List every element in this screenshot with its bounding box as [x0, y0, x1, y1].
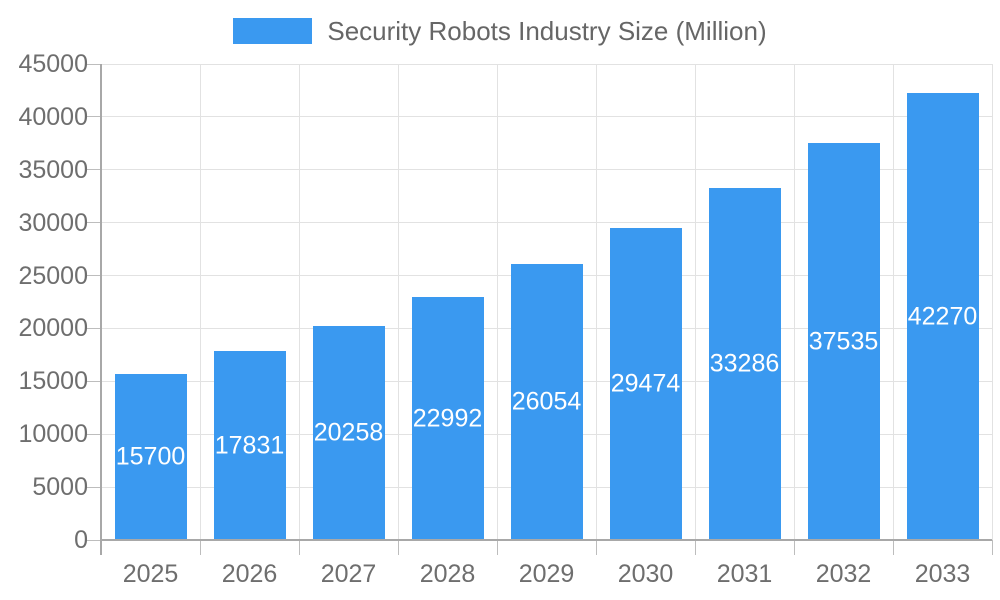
bar-2033[interactable]: 42270 — [906, 93, 979, 540]
y-tick-label: 10000 — [18, 420, 88, 449]
h-gridline — [101, 222, 992, 224]
y-axis-line — [100, 64, 102, 555]
legend-label: Security Robots Industry Size (Million) — [327, 16, 767, 46]
y-tick-label: 40000 — [18, 102, 88, 131]
bar-2025[interactable]: 15700 — [114, 374, 187, 540]
x-tick-mark — [397, 540, 399, 555]
y-tick-label: 25000 — [18, 261, 88, 290]
y-tick-label: 5000 — [32, 473, 88, 502]
x-tick-mark — [199, 540, 201, 555]
bar-value-label: 20258 — [313, 418, 384, 447]
x-tick-mark — [793, 540, 795, 555]
x-tick-label: 2026 — [221, 560, 278, 588]
y-tick-label: 20000 — [18, 314, 88, 343]
v-gridline — [199, 64, 201, 540]
h-gridline — [101, 63, 992, 65]
x-axis-labels: 2025 2026 2027 2028 2029 2030 2031 2032 2033 — [101, 559, 992, 593]
v-gridline — [595, 64, 597, 540]
y-tick-label: 15000 — [18, 367, 88, 396]
y-tick-mark — [87, 539, 101, 541]
y-tick-mark — [87, 380, 101, 382]
x-tick-label: 2033 — [914, 560, 971, 588]
y-tick-label: 0 — [74, 526, 88, 554]
bar-2027[interactable]: 20258 — [312, 326, 385, 540]
x-tick-mark — [694, 540, 696, 555]
v-gridline — [793, 64, 795, 540]
bar-2028[interactable]: 22992 — [411, 297, 484, 540]
v-gridline — [892, 64, 894, 540]
chart-legend[interactable]: Security Robots Industry Size (Million) — [0, 14, 1000, 48]
bar-2030[interactable]: 29474 — [609, 228, 682, 540]
y-tick-mark — [87, 63, 101, 65]
y-tick-label: 35000 — [18, 155, 88, 184]
x-tick-label: 2030 — [617, 560, 674, 588]
y-tick-mark — [87, 222, 101, 224]
bar-2029[interactable]: 26054 — [510, 264, 583, 540]
bar-value-label: 42270 — [907, 302, 978, 330]
y-tick-mark — [87, 169, 101, 171]
v-gridline — [991, 64, 993, 540]
bar-value-label: 15700 — [115, 442, 186, 471]
y-tick-label: 30000 — [18, 208, 88, 237]
x-tick-label: 2028 — [419, 560, 476, 588]
plot-area: 15700 17831 20258 22992 26054 29474 33286 37535… — [87, 63, 993, 555]
bar-2031[interactable]: 33286 — [708, 188, 781, 540]
x-tick-mark — [298, 540, 300, 555]
x-tick-label: 2029 — [518, 560, 575, 588]
bar-value-label: 26054 — [511, 387, 582, 416]
y-tick-mark — [87, 433, 101, 435]
x-tick-label: 2027 — [320, 560, 377, 588]
y-tick-mark — [87, 116, 101, 118]
v-gridline — [298, 64, 300, 540]
legend-swatch[interactable] — [233, 18, 313, 44]
v-gridline — [496, 64, 498, 540]
x-tick-label: 2025 — [122, 560, 179, 588]
bar-value-label: 33286 — [709, 349, 780, 378]
bar-value-label: 22992 — [412, 404, 483, 432]
x-tick-mark — [991, 540, 993, 555]
h-gridline — [101, 116, 992, 118]
bar-2026[interactable]: 17831 — [213, 351, 286, 540]
x-axis-line — [101, 539, 992, 541]
x-tick-mark — [496, 540, 498, 555]
x-tick-label: 2031 — [716, 560, 773, 588]
bar-2032[interactable]: 37535 — [807, 143, 880, 540]
y-tick-mark — [87, 327, 101, 329]
v-gridline — [397, 64, 399, 540]
v-gridline — [694, 64, 696, 540]
y-axis-labels: 0 5000 10000 15000 20000 25000 30000 35000 40000… — [0, 50, 88, 554]
x-tick-label: 2032 — [815, 560, 872, 588]
bar-value-label: 17831 — [214, 431, 285, 459]
y-tick-mark — [87, 486, 101, 488]
bar-value-label: 37535 — [808, 327, 879, 355]
x-tick-mark — [892, 540, 894, 555]
bar-value-label: 29474 — [610, 369, 681, 398]
y-tick-label: 45000 — [18, 50, 88, 78]
y-tick-mark — [87, 275, 101, 277]
x-tick-mark — [595, 540, 597, 555]
h-gridline — [101, 169, 992, 171]
